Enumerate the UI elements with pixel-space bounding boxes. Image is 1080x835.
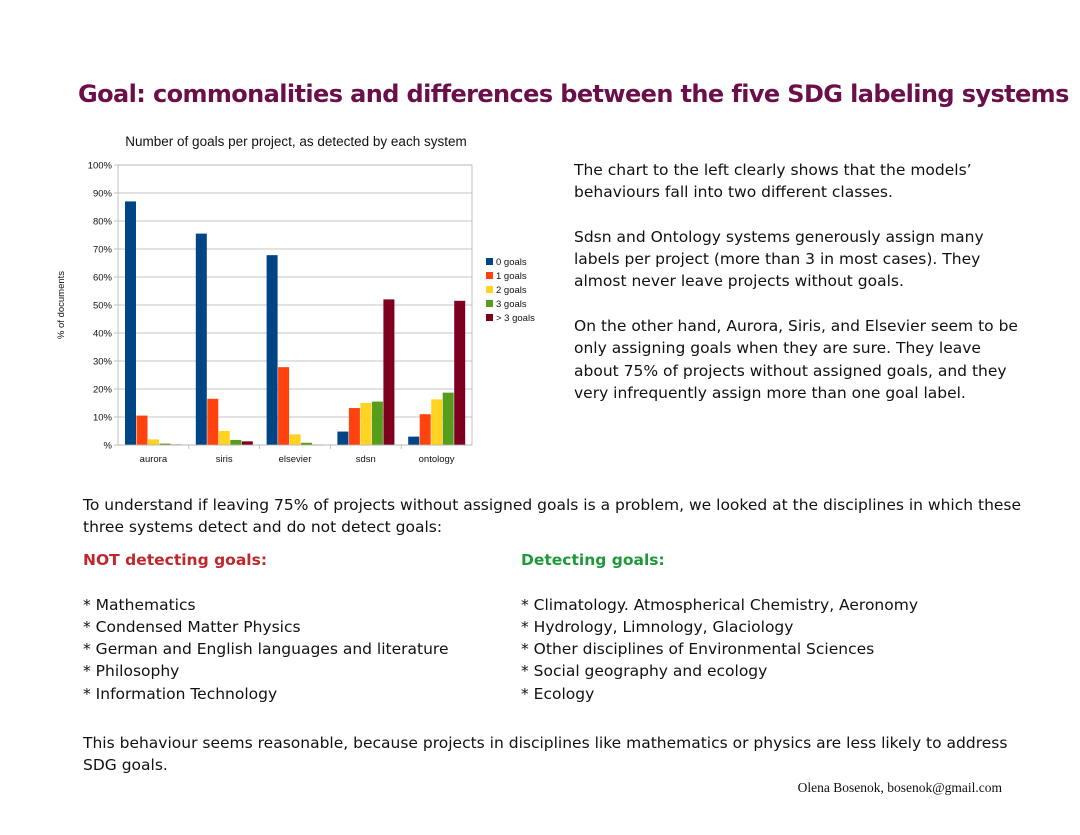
bar-ontology-1 <box>419 414 431 445</box>
x-tick-label: siris <box>216 454 233 465</box>
list-item: * Climatology. Atmospherical Chemistry, … <box>521 595 919 614</box>
bar-ontology-2 <box>431 399 443 445</box>
list-item: * Philosophy <box>83 662 180 681</box>
bar-elsevier-2 <box>289 434 301 445</box>
y-tick-label: 10% <box>93 413 113 424</box>
y-tick-label: 30% <box>93 357 113 368</box>
bar-elsevier-3 <box>301 442 313 445</box>
list-item: * Information Technology <box>83 684 278 703</box>
bar-siris-0 <box>195 233 207 445</box>
bar-aurora-0 <box>125 201 136 445</box>
bar-aurora-2 <box>148 439 159 445</box>
y-tick-label: 70% <box>93 245 113 256</box>
y-tick-label: 50% <box>93 301 113 312</box>
x-tick-label: ontology <box>419 454 455 465</box>
legend-label: 0 goals <box>496 257 527 268</box>
detecting-heading: Detecting goals: <box>521 551 665 569</box>
bar-sdsn-4 <box>383 299 395 445</box>
side-paragraph: On the other hand, Aurora, Siris, and El… <box>574 317 1018 402</box>
detecting-list: * Climatology. Atmospherical Chemistry, … <box>521 594 951 705</box>
list-item: * Social geography and ecology <box>521 662 768 681</box>
legend-label: 3 goals <box>496 299 527 310</box>
bar-elsevier-1 <box>278 367 290 445</box>
bar-elsevier-0 <box>266 255 278 445</box>
page-title: Goal: commonalities and differences betw… <box>78 80 1069 108</box>
legend-swatch <box>486 258 493 265</box>
bar-ontology-0 <box>408 436 420 445</box>
not-detecting-heading: NOT detecting goals: <box>83 551 268 569</box>
bar-siris-3 <box>230 439 242 445</box>
bar-sdsn-3 <box>371 401 383 445</box>
side-paragraph: The chart to the left clearly shows that… <box>574 161 972 202</box>
bar-aurora-3 <box>159 443 171 445</box>
list-item: * Mathematics <box>83 595 196 614</box>
chart-title: Number of goals per project, as detected… <box>125 134 466 149</box>
plot-frame <box>117 164 473 446</box>
legend-label: 1 goals <box>496 271 527 282</box>
y-axis-label: % of documents <box>56 271 67 339</box>
conclusion-paragraph: This behaviour seems reasonable, because… <box>83 734 1008 775</box>
not-detecting-column: NOT detecting goals: * Mathematics * Con… <box>83 549 513 705</box>
x-tick-label: aurora <box>140 454 168 465</box>
x-tick-label: elsevier <box>279 454 312 465</box>
legend-swatch <box>486 286 493 293</box>
bar-chart: Number of goals per project, as detected… <box>56 134 535 465</box>
bar-siris-2 <box>218 431 230 445</box>
list-item: * German and English languages and liter… <box>83 640 449 659</box>
legend-swatch <box>486 300 493 307</box>
bar-ontology-4 <box>454 300 466 445</box>
bar-siris-1 <box>207 398 219 445</box>
intro-paragraph: To understand if leaving 75% of projects… <box>83 496 1022 537</box>
not-detecting-list: * Mathematics * Condensed Matter Physics… <box>83 594 513 705</box>
y-tick-label: 20% <box>93 385 113 396</box>
bar-sdsn-1 <box>348 408 360 445</box>
chart-container: Number of goals per project, as detected… <box>50 130 550 475</box>
bar-ontology-3 <box>442 392 454 445</box>
chart-explanation: The chart to the left clearly shows that… <box>574 159 1024 427</box>
x-tick-label: sdsn <box>356 454 376 465</box>
bar-sdsn-2 <box>360 403 372 445</box>
y-tick-label: 90% <box>93 189 113 200</box>
legend-label: 2 goals <box>496 285 527 296</box>
y-tick-label: % <box>104 441 113 452</box>
y-tick-label: 80% <box>93 217 113 228</box>
legend-swatch <box>486 314 493 321</box>
list-item: * Condensed Matter Physics <box>83 617 301 636</box>
legend-label: > 3 goals <box>496 313 535 324</box>
y-tick-label: 40% <box>93 329 113 340</box>
y-tick-label: 100% <box>88 161 113 172</box>
legend-swatch <box>486 272 493 279</box>
author-footer: Olena Bosenok, bosenok@gmail.com <box>797 780 1002 795</box>
list-item: * Other disciplines of Environmental Sci… <box>521 640 875 659</box>
side-paragraph: Sdsn and Ontology systems generously ass… <box>574 227 984 291</box>
bar-aurora-1 <box>136 415 148 445</box>
list-item: * Hydrology, Limnology, Glaciology <box>521 617 794 636</box>
bar-sdsn-0 <box>337 431 349 445</box>
y-tick-label: 60% <box>93 273 113 284</box>
bar-siris-4 <box>241 441 253 445</box>
list-item: * Ecology <box>521 684 595 703</box>
detecting-column: Detecting goals: * Climatology. Atmosphe… <box>521 549 951 705</box>
